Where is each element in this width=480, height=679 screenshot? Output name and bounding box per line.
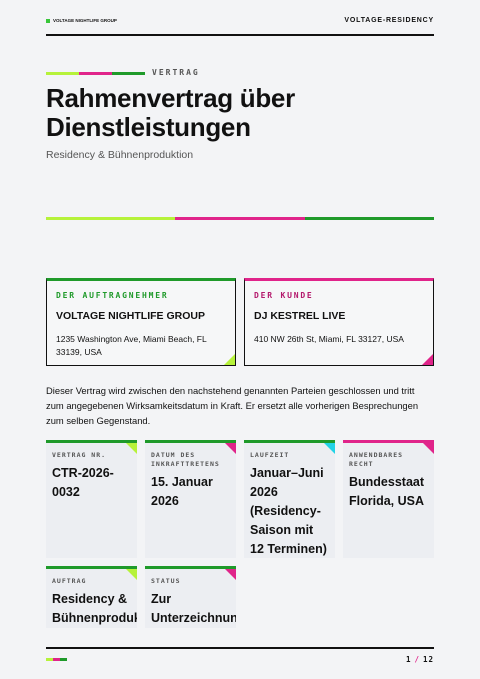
party-label: DER KUNDE	[254, 291, 314, 300]
footer-bars	[46, 658, 67, 661]
subtitle: Residency & Bühnenproduktion	[46, 149, 194, 161]
detail-label: STATUS	[151, 577, 181, 585]
party-label: DER AUFTRAGNEHMER	[56, 291, 169, 300]
title: Rahmenvertrag über Dienstleistungen	[46, 83, 295, 142]
detail-card: STATUS Zur Unterzeichnung	[145, 566, 236, 628]
page-current: 1	[405, 655, 412, 664]
detail-value: CTR-2026-0032	[52, 466, 114, 499]
detail-label: VERTRAG NR.	[52, 451, 107, 459]
detail-value: 15. Januar 2026	[151, 475, 213, 508]
party-name: DJ KESTREL LIVE	[254, 310, 346, 322]
detail-card: AUFTRAG Residency & Bühnenproduktion	[46, 566, 137, 628]
party-card: DER AUFTRAGNEHMER VOLTAGE NIGHTLIFE GROU…	[46, 278, 236, 366]
page-total: 12	[422, 655, 434, 664]
kicker: VERTRAG	[152, 68, 200, 77]
detail-label: AUFTRAG	[52, 577, 87, 585]
corner	[422, 354, 433, 365]
corner	[225, 443, 236, 454]
party-address: 410 NW 26th St, Miami, FL 33127, USA	[254, 334, 404, 344]
corner	[324, 443, 335, 454]
footer-rule	[46, 647, 434, 649]
detail-card: LAUFZEIT Januar–Juni 2026 (Residency-Sai…	[244, 440, 335, 558]
detail-value: Bundesstaat Florida, USA	[349, 475, 425, 508]
detail-value: Residency & Bühnenproduktion	[52, 592, 137, 625]
divider	[46, 217, 434, 220]
page-number: 1/12	[406, 655, 434, 664]
party-address: 1235 Washington Ave, Miami Beach, FL 331…	[56, 334, 207, 357]
corner	[126, 569, 137, 580]
detail-card: VERTRAG NR. CTR-2026-0032	[46, 440, 137, 558]
party-name: VOLTAGE NIGHTLIFE GROUP	[56, 310, 205, 322]
corner	[225, 569, 236, 580]
document-code: VOLTAGE-RESIDENCY	[344, 17, 434, 24]
detail-value: Januar–Juni 2026 (Residency-Saison mit 1…	[250, 466, 327, 556]
corner	[224, 354, 235, 365]
intro: Dieser Vertrag wird zwischen den nachste…	[46, 385, 419, 426]
detail-value: Zur Unterzeichnung	[151, 592, 236, 625]
detail-label: DATUM DES INKRAFTTRETENS	[151, 451, 220, 468]
brand-mark	[46, 18, 50, 23]
header-rule	[46, 34, 434, 36]
corner	[423, 443, 434, 454]
detail-card: DATUM DES INKRAFTTRETENS 15. Januar 2026	[145, 440, 236, 558]
brand: VOLTAGE NIGHTLIFE GROUP	[46, 18, 117, 23]
page-separator: /	[414, 655, 420, 664]
brand-name: VOLTAGE NIGHTLIFE GROUP	[53, 18, 117, 23]
accent-bars	[46, 72, 145, 75]
detail-card: ANWENDBARES RECHT Bundesstaat Florida, U…	[343, 440, 434, 558]
detail-label: ANWENDBARES RECHT	[349, 451, 404, 468]
corner	[126, 443, 137, 454]
detail-label: LAUFZEIT	[250, 451, 290, 459]
party-card: DER KUNDE DJ KESTREL LIVE 410 NW 26th St…	[244, 278, 434, 366]
